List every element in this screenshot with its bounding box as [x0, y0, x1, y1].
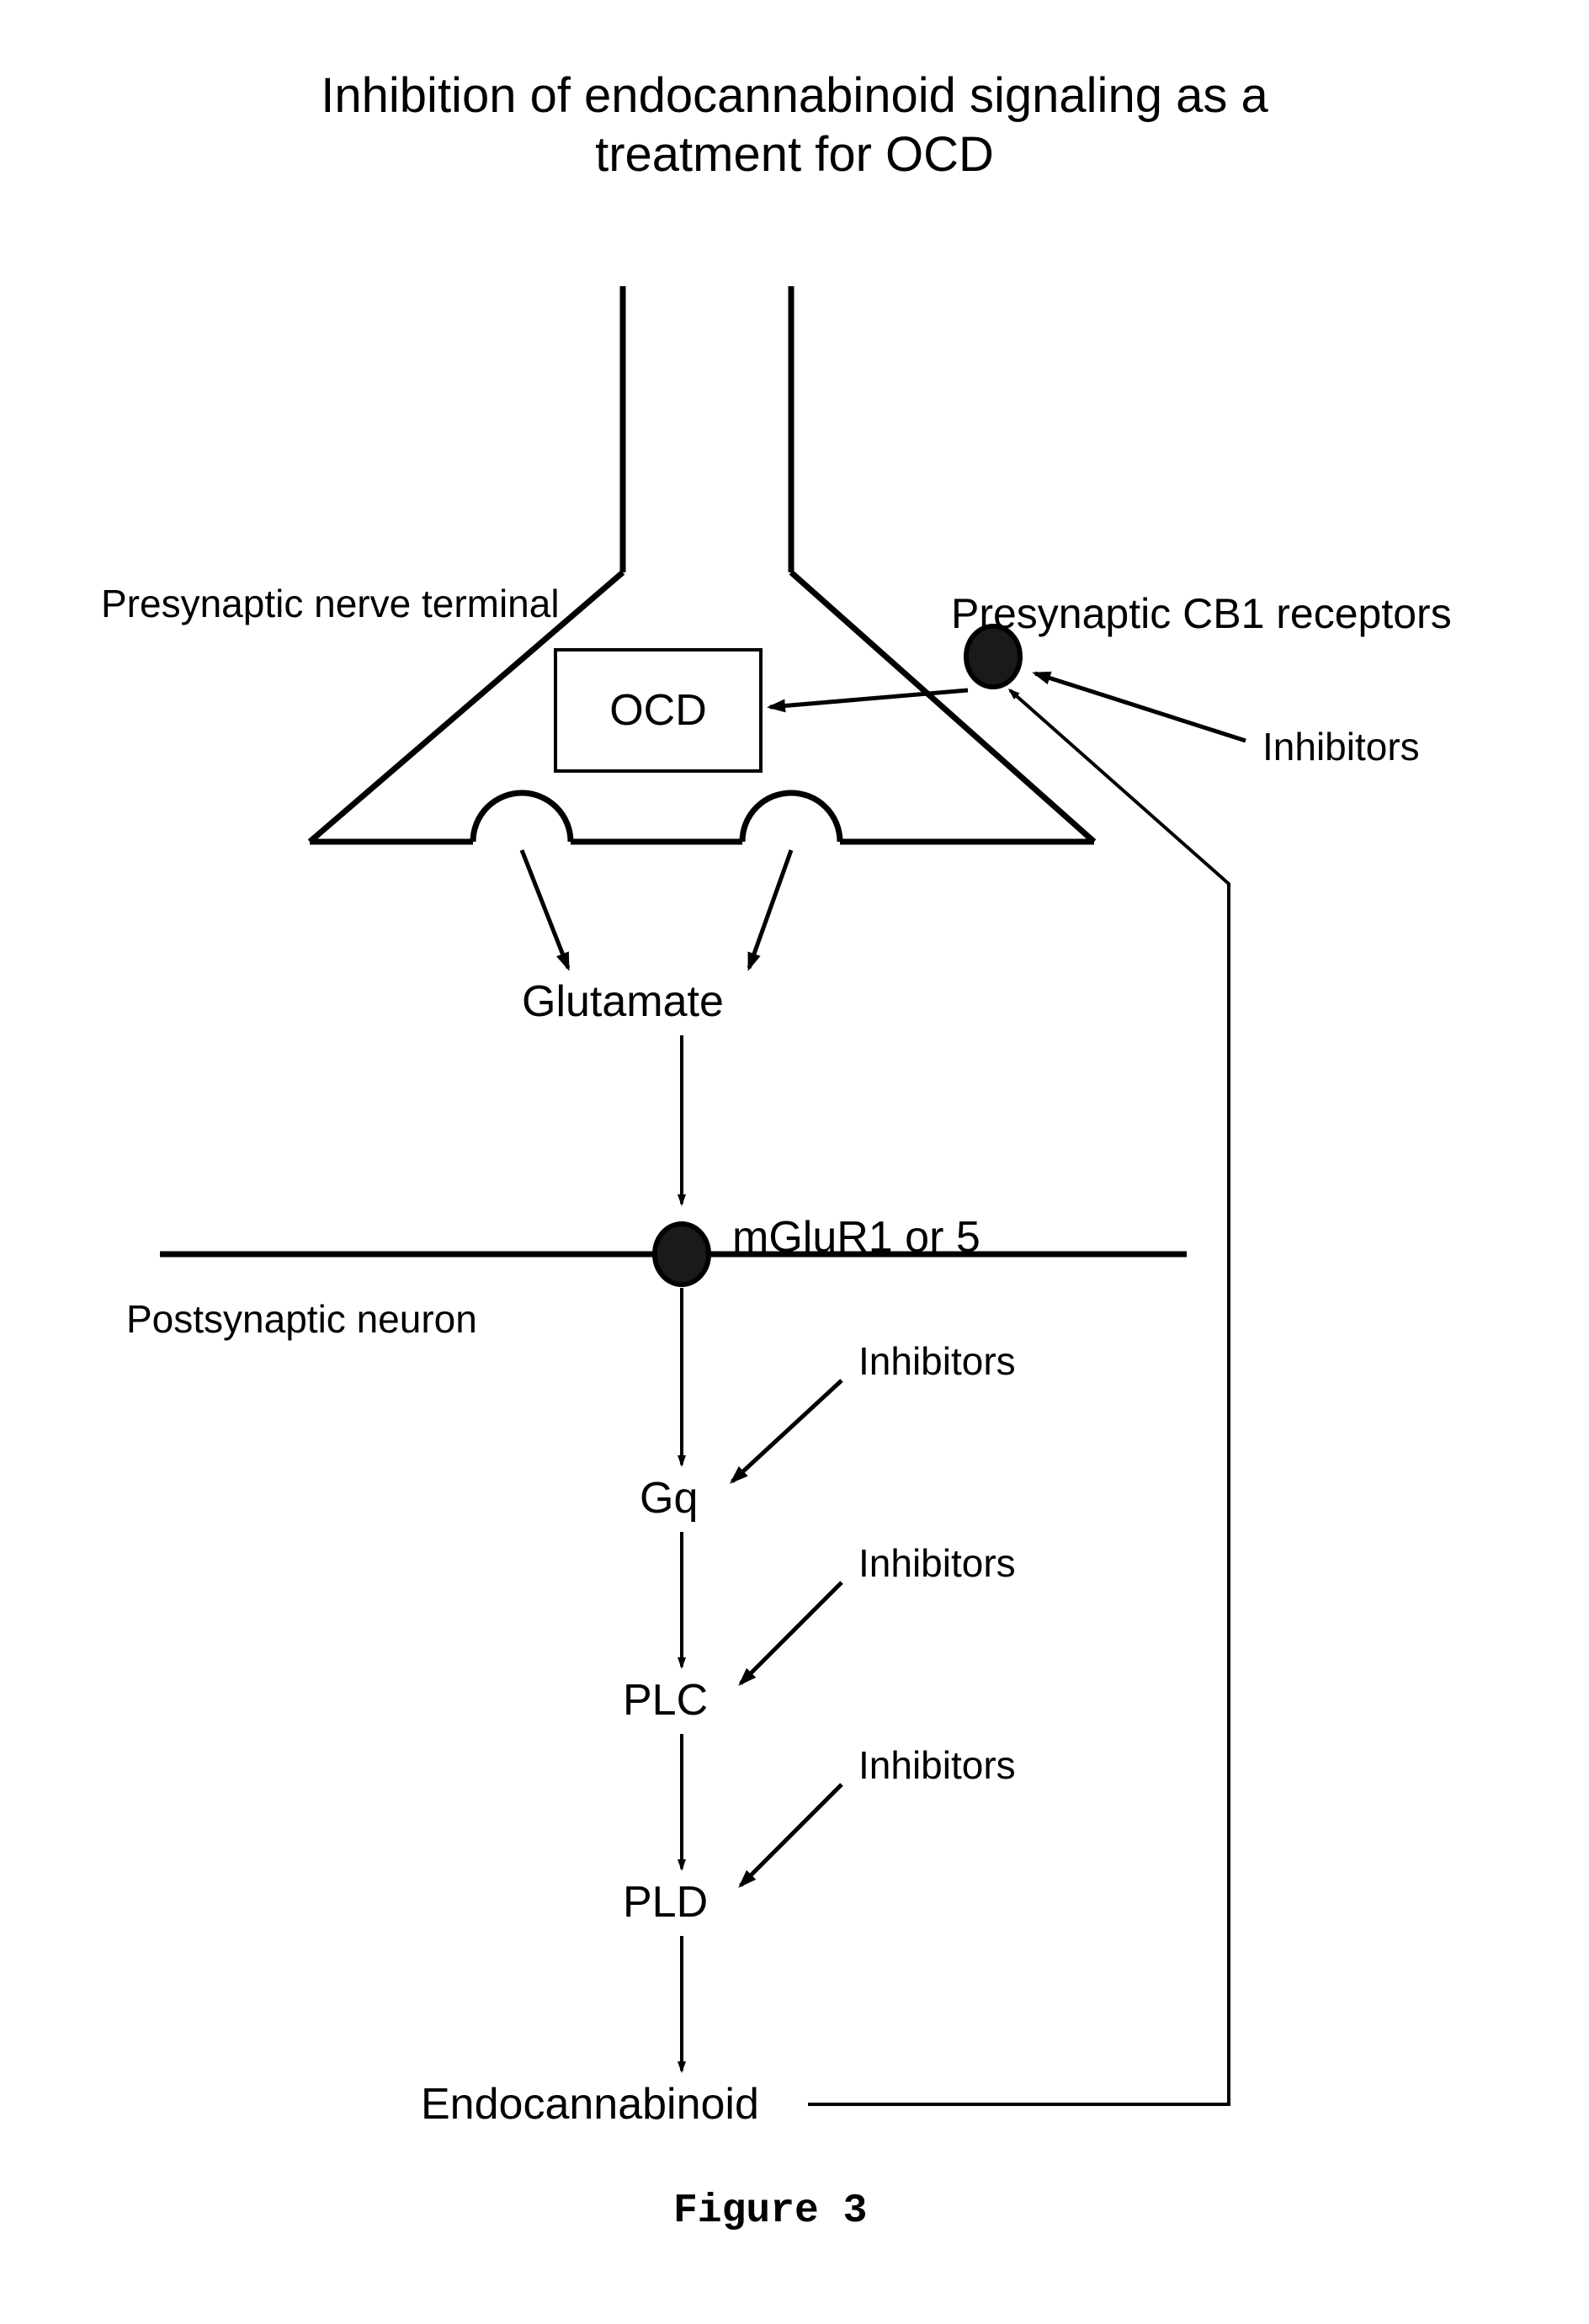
label-inhibitors-plc: Inhibitors: [858, 1540, 1016, 1586]
signaling-diagram: [0, 0, 1589, 2324]
label-presynaptic-cb1: Presynaptic CB1 receptors: [951, 589, 1452, 638]
label-glutamate: Glutamate: [522, 976, 724, 1027]
label-presynaptic-terminal: Presynaptic nerve terminal: [101, 581, 560, 626]
label-inhibitors-cb1: Inhibitors: [1262, 724, 1420, 769]
ocd-label: OCD: [609, 685, 707, 736]
label-endocannabinoid: Endocannabinoid: [421, 2079, 759, 2130]
arrow-vesicle-right: [749, 850, 791, 968]
arrow-inhibitors-to-cb1: [1035, 673, 1246, 741]
arrow-vesicle-left: [522, 850, 568, 968]
label-inhibitors-gq: Inhibitors: [858, 1338, 1016, 1384]
mglur-receptor-icon: [655, 1224, 709, 1284]
label-mglur: mGluR1 or 5: [732, 1212, 981, 1263]
label-gq: Gq: [640, 1473, 698, 1524]
arrow-inhibitors-to-gq: [732, 1380, 842, 1481]
label-pld: PLD: [623, 1877, 708, 1928]
ocd-box: OCD: [554, 648, 763, 773]
label-postsynaptic-neuron: Postsynaptic neuron: [126, 1296, 477, 1342]
arrow-inhibitors-to-plc: [741, 1582, 842, 1683]
figure-caption: Figure 3: [673, 2188, 867, 2234]
label-inhibitors-pld: Inhibitors: [858, 1742, 1016, 1788]
arrow-endocannabinoid-to-cb1: [808, 690, 1229, 2104]
arrow-inhibitors-to-pld: [741, 1784, 842, 1885]
label-plc: PLC: [623, 1675, 708, 1726]
